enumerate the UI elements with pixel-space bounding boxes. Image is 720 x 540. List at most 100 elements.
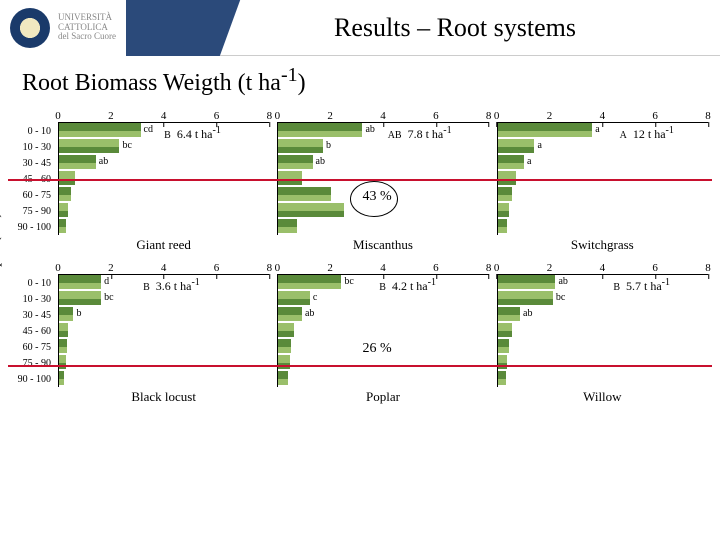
x-axis: 02468 (58, 253, 269, 275)
bar (59, 171, 269, 185)
x-tick: 4 (161, 262, 167, 274)
x-tick: 8 (486, 262, 492, 274)
bar-label: bc (122, 140, 131, 151)
chart-caption: Giant reed (58, 235, 269, 253)
x-tick: 6 (433, 262, 439, 274)
x-tick: 8 (267, 110, 273, 122)
bar (498, 187, 708, 201)
chart-panel: 02468aaaA 12 t ha-1Switchgrass (497, 101, 708, 253)
bar (278, 323, 488, 337)
x-tick: 8 (486, 110, 492, 122)
depth-label: 0 - 10 (8, 123, 54, 139)
x-tick: 8 (267, 262, 273, 274)
chart-subtitle: Root Biomass Weigth (t ha-1) (0, 56, 720, 101)
chart-caption: Switchgrass (497, 235, 708, 253)
bar-label: b (326, 140, 331, 151)
bar: bc (498, 291, 708, 305)
bar (59, 219, 269, 233)
biomass-annotation: AB 7.8 t ha-1 (388, 125, 452, 142)
bar-label: b (76, 308, 81, 319)
x-tick: 6 (652, 110, 658, 122)
chart-caption: Black locust (58, 387, 269, 405)
x-tick: 2 (327, 110, 333, 122)
bar-label: a (595, 124, 599, 135)
chart-row: 0 - 1010 - 3030 - 4545 - 6060 - 7575 - 9… (8, 253, 712, 405)
bar: a (498, 123, 708, 137)
bar (498, 219, 708, 233)
percentage-circle (350, 181, 398, 217)
x-tick: 2 (108, 110, 114, 122)
bar: ab (278, 155, 488, 169)
chart-panel: 02468abbabAB 7.8 t ha-143 %Miscanthus (277, 101, 488, 253)
x-tick: 8 (705, 262, 711, 274)
bar (59, 203, 269, 217)
x-tick: 4 (161, 110, 167, 122)
bars-area: dbcbB 3.6 t ha-1 (58, 275, 269, 387)
bar (278, 219, 488, 233)
chart-panel: 02468abbcabB 5.7 t ha-1Willow (497, 253, 708, 405)
depth-label: 90 - 100 (8, 371, 54, 387)
depth-label: 75 - 90 (8, 203, 54, 219)
x-tick: 4 (380, 262, 386, 274)
x-tick: 2 (547, 110, 553, 122)
x-axis: 02468 (58, 101, 269, 123)
x-tick: 4 (380, 110, 386, 122)
bar-label: d (104, 276, 109, 287)
x-tick: 8 (705, 110, 711, 122)
biomass-annotation: B 4.2 t ha-1 (379, 277, 436, 294)
biomass-annotation: B 6.4 t ha-1 (164, 125, 221, 142)
x-tick: 0 (55, 262, 61, 274)
bar-label: ab (558, 276, 567, 287)
x-axis: 02468 (277, 253, 488, 275)
bar-label: bc (556, 292, 565, 303)
x-tick: 0 (494, 262, 500, 274)
x-tick: 2 (547, 262, 553, 274)
depth-label: 10 - 30 (8, 291, 54, 307)
bar (498, 203, 708, 217)
depth-label: 30 - 45 (8, 307, 54, 323)
x-tick: 0 (55, 110, 61, 122)
chart-panel: 02468bccabB 4.2 t ha-126 %Poplar (277, 253, 488, 405)
bar: b (59, 307, 269, 321)
bar-label: ab (365, 124, 374, 135)
bar-label: c (313, 292, 317, 303)
x-tick: 6 (433, 110, 439, 122)
chart-caption: Miscanthus (277, 235, 488, 253)
x-tick: 6 (214, 110, 220, 122)
percentage-annotation: 26 % (362, 341, 391, 357)
bar: a (498, 139, 708, 153)
bar: ab (278, 307, 488, 321)
depth-labels: 0 - 1010 - 3030 - 4545 - 6060 - 7575 - 9… (8, 101, 54, 253)
depth-label: 0 - 10 (8, 275, 54, 291)
depth-label: 45 - 60 (8, 323, 54, 339)
header: UNIVERSITÀ CATTOLICA del Sacro Cuore Res… (0, 0, 720, 56)
bar (498, 339, 708, 353)
x-tick: 6 (214, 262, 220, 274)
bars-area: ab bc ab B 5.7 t ha-1 (497, 275, 708, 387)
bar: ab (59, 155, 269, 169)
university-seal-icon (10, 8, 50, 48)
charts-grid: Soil depth (cm) 0 - 1010 - 3030 - 4545 -… (0, 101, 720, 405)
bar-label: ab (316, 156, 325, 167)
depth-labels: 0 - 1010 - 3030 - 4545 - 6060 - 7575 - 9… (8, 253, 54, 405)
page-title: Results – Root systems (210, 13, 720, 43)
chart-caption: Willow (497, 387, 708, 405)
y-axis-label: Soil depth (cm) (0, 212, 3, 312)
bar (59, 371, 269, 385)
bar-label: a (527, 156, 531, 167)
x-tick: 0 (494, 110, 500, 122)
bar-label: bc (104, 292, 113, 303)
bar (498, 371, 708, 385)
chart-caption: Poplar (277, 387, 488, 405)
bar: ab (498, 307, 708, 321)
bar-label: bc (344, 276, 353, 287)
redline-bottom (8, 365, 712, 367)
bar: ab (278, 123, 488, 137)
x-axis: 02468 (277, 101, 488, 123)
chart-panel: 02468dbcbB 3.6 t ha-1Black locust (58, 253, 269, 405)
bar: ab (498, 275, 708, 289)
biomass-annotation: B 5.7 t ha-1 (613, 277, 670, 294)
depth-label: 75 - 90 (8, 355, 54, 371)
biomass-annotation: A 12 t ha-1 (620, 125, 674, 142)
chart-panel: 02468cdbcabB 6.4 t ha-1Giant reed (58, 101, 269, 253)
